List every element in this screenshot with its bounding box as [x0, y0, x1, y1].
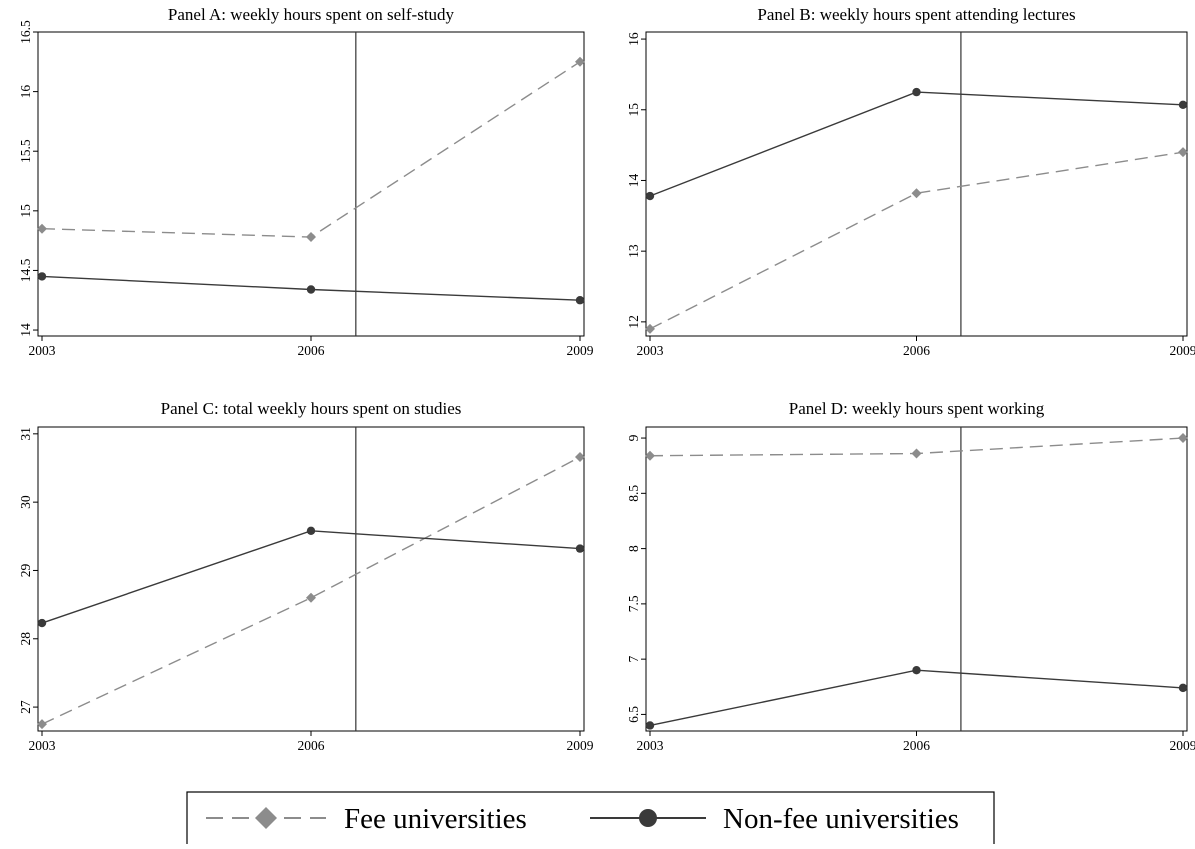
plot-frame — [646, 427, 1187, 731]
fee-data-point — [912, 449, 922, 459]
y-tick-label: 14 — [18, 323, 33, 337]
y-tick-label: 15 — [626, 103, 641, 117]
nonfee-data-point — [307, 527, 315, 535]
nonfee-data-point — [307, 285, 315, 293]
x-tick-label: 2009 — [567, 343, 594, 358]
plot-frame — [38, 427, 584, 731]
y-tick-label: 9 — [626, 434, 641, 441]
nonfee-data-point — [912, 666, 920, 674]
nonfee-data-point — [576, 296, 584, 304]
y-tick-label: 15.5 — [18, 139, 33, 163]
fee-data-point — [306, 232, 316, 242]
fee-data-point — [306, 593, 316, 603]
panel-d: Panel D: weekly hours spent working 6.5 7 7… — [626, 399, 1195, 753]
x-tick-label: 2006 — [903, 343, 930, 358]
nonfee-data-point — [646, 721, 654, 729]
y-tick-label: 14.5 — [18, 258, 33, 282]
fee-data-point — [912, 188, 922, 198]
y-tick-label: 16 — [18, 85, 33, 99]
nonfee-series-line — [42, 531, 580, 623]
x-tick-label: 2009 — [1170, 343, 1195, 358]
y-tick-label: 30 — [18, 495, 33, 509]
nonfee-data-point — [38, 619, 46, 627]
nonfee-data-point — [912, 88, 920, 96]
y-tick-label: 7.5 — [626, 595, 641, 612]
panel-title: Panel D: weekly hours spent working — [789, 399, 1045, 418]
legend-label: Non-fee universities — [723, 803, 959, 835]
x-tick-label: 2003 — [29, 738, 56, 753]
x-tick-label: 2006 — [903, 738, 930, 753]
y-tick-label: 8 — [626, 545, 641, 552]
x-tick-label: 2003 — [29, 343, 56, 358]
nonfee-series-line — [650, 670, 1183, 725]
y-tick-label: 13 — [626, 244, 641, 258]
y-tick-label: 15 — [18, 204, 33, 218]
legend: Fee universities Non-fee universities — [187, 792, 994, 844]
x-tick-label: 2009 — [567, 738, 594, 753]
y-tick-label: 7 — [626, 656, 641, 663]
x-tick-label: 2006 — [298, 738, 325, 753]
panel-title: Panel B: weekly hours spent attending le… — [757, 5, 1075, 24]
nonfee-data-point — [576, 544, 584, 552]
y-tick-label: 16 — [626, 32, 641, 46]
x-tick-label: 2006 — [298, 343, 325, 358]
fee-series-line — [42, 62, 580, 237]
legend-circle-icon — [639, 809, 657, 827]
y-tick-label: 14 — [626, 173, 641, 187]
panel-c: Panel C: total weekly hours spent on stu… — [18, 399, 594, 753]
panel-title: Panel A: weekly hours spent on self-stud… — [168, 5, 455, 24]
x-tick-label: 2009 — [1170, 738, 1195, 753]
x-tick-label: 2003 — [637, 738, 664, 753]
panel-b: Panel B: weekly hours spent attending le… — [626, 5, 1195, 358]
nonfee-data-point — [646, 192, 654, 200]
nonfee-data-point — [1179, 684, 1187, 692]
nonfee-data-point — [1179, 101, 1187, 109]
fee-series-line — [42, 457, 580, 724]
y-tick-label: 28 — [18, 632, 33, 646]
nonfee-data-point — [38, 272, 46, 280]
legend-label: Fee universities — [344, 803, 527, 835]
nonfee-series-line — [650, 92, 1183, 196]
y-tick-label: 16.5 — [18, 20, 33, 44]
y-tick-label: 12 — [626, 315, 641, 329]
y-tick-label: 27 — [18, 700, 33, 714]
y-tick-label: 29 — [18, 563, 33, 577]
panel-title: Panel C: total weekly hours spent on stu… — [161, 399, 462, 418]
panel-a: Panel A: weekly hours spent on self-stud… — [18, 5, 594, 358]
y-tick-label: 6.5 — [626, 706, 641, 723]
y-tick-label: 8.5 — [626, 485, 641, 502]
x-tick-label: 2003 — [637, 343, 664, 358]
y-tick-label: 31 — [18, 427, 33, 441]
fee-series-line — [650, 152, 1183, 329]
